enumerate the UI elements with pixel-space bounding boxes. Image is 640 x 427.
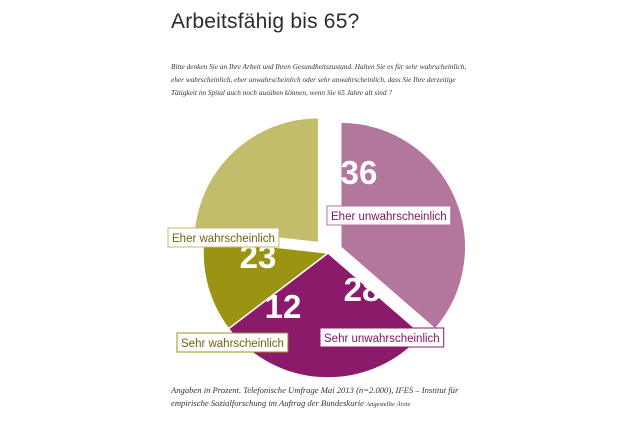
category-label-sehr-unwahrscheinlich: Sehr unwahrscheinlich	[319, 327, 445, 348]
footnote-main: Angaben in Prozent. Telefonische Umfrage…	[171, 385, 459, 408]
footnote: Angaben in Prozent. Telefonische Umfrage…	[171, 384, 491, 411]
survey-question: Bitte denken Sie an Ihre Arbeit und Ihre…	[171, 62, 467, 97]
pie-slice-eher-unwahrscheinlich	[339, 121, 467, 331]
svg-text:Sehr wahrscheinlich: Sehr wahrscheinlich	[181, 338, 284, 350]
value-label-sehr-wahrscheinlich: 12	[265, 288, 302, 325]
category-label-eher-wahrscheinlich: Eher wahrscheinlich	[167, 227, 280, 248]
value-label-eher-unwahrscheinlich: 36	[341, 154, 378, 191]
footnote-small: Angestellte Ärzte	[366, 400, 411, 408]
chart-title: Arbeitsfähig bis 65?	[171, 10, 360, 33]
svg-text:Eher wahrscheinlich: Eher wahrscheinlich	[172, 233, 275, 245]
category-label-eher-unwahrscheinlich: Eher unwahrscheinlich	[326, 205, 452, 226]
svg-text:Sehr unwahrscheinlich: Sehr unwahrscheinlich	[324, 333, 440, 345]
svg-text:Eher unwahrscheinlich: Eher unwahrscheinlich	[331, 211, 447, 223]
pie-slice-eher-wahrscheinlich	[193, 116, 320, 244]
value-label-sehr-unwahrscheinlich: 28	[344, 271, 381, 308]
category-label-sehr-wahrscheinlich: Sehr wahrscheinlich	[176, 332, 289, 353]
